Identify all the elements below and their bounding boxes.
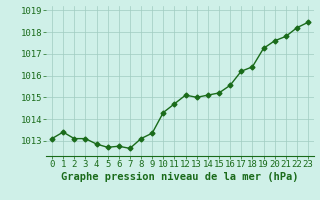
X-axis label: Graphe pression niveau de la mer (hPa): Graphe pression niveau de la mer (hPa) [61,172,299,182]
